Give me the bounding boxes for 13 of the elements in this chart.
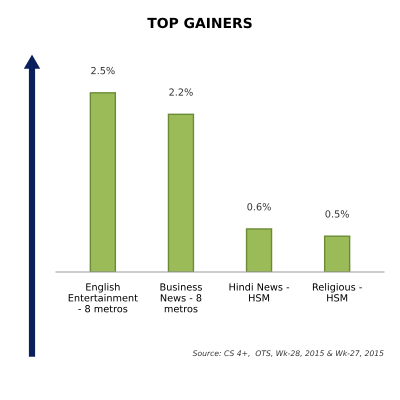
chart-title: TOP GAINERS (147, 18, 252, 28)
bar (246, 228, 272, 272)
x-tick-label: English Entertainment - 8 metros (68, 283, 138, 312)
x-tick-label: Business News - 8 metros (160, 283, 202, 312)
bar (168, 114, 194, 272)
data-label: 2.2% (169, 88, 193, 96)
data-label: 2.5% (91, 66, 115, 74)
x-tick-label: Hindi News - HSM (230, 283, 290, 302)
x-tick-label: Religious - HSM (312, 283, 362, 302)
data-label: 0.5% (325, 210, 349, 218)
bar (324, 235, 350, 272)
bar (90, 92, 116, 272)
data-label: 0.6% (247, 203, 271, 210)
